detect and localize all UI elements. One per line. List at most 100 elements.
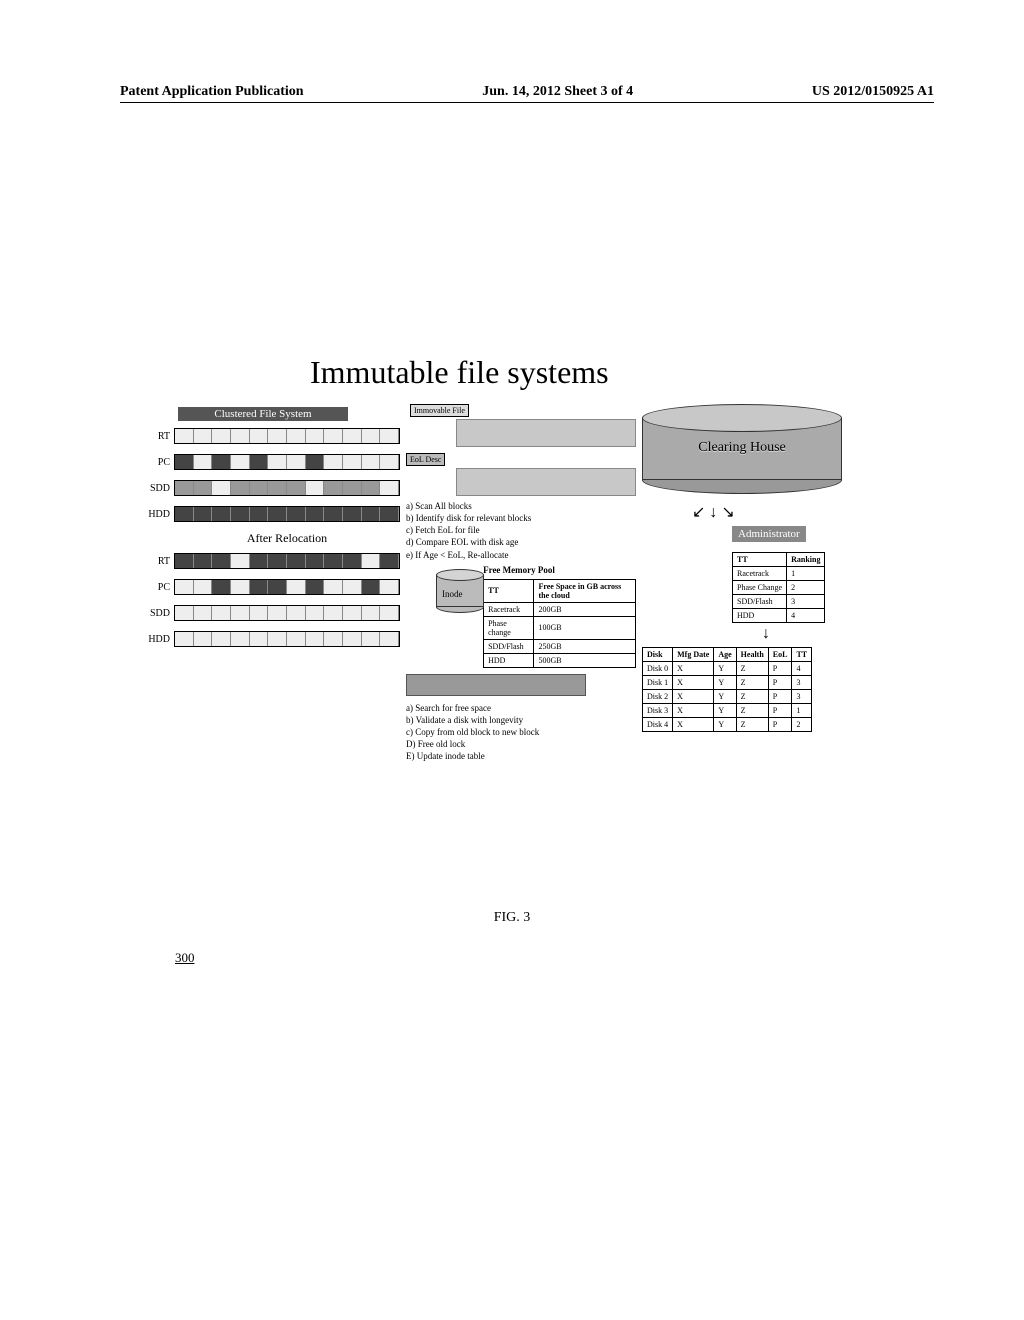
table-cell: 2 (787, 581, 825, 595)
bar-row-label: RT (140, 556, 174, 567)
bar-row-label: PC (140, 457, 174, 468)
clustered-fs-panel: Clustered File System RTPCSDDHDD After R… (140, 404, 400, 654)
greybox-1 (456, 419, 636, 447)
table-cell: 1 (787, 567, 825, 581)
header-center: Jun. 14, 2012 Sheet 3 of 4 (482, 84, 633, 100)
table-cell: Disk 3 (643, 704, 673, 718)
clearing-house-label: Clearing House (642, 440, 842, 456)
table-row: Disk 1XYZP3 (643, 676, 812, 690)
table-row: Racetrack200GB (484, 602, 636, 616)
table-cell: Racetrack (733, 567, 787, 581)
bar-row-label: PC (140, 582, 174, 593)
table-header: Disk (643, 648, 673, 662)
table-cell: Y (714, 704, 736, 718)
bar (174, 553, 400, 569)
table-cell: 100GB (534, 616, 636, 639)
table-row: Disk 2XYZP3 (643, 690, 812, 704)
table-cell: Y (714, 690, 736, 704)
table-cell: 200GB (534, 602, 636, 616)
step-line: b) Identify disk for relevant blocks (406, 512, 636, 524)
table-cell: 3 (792, 690, 812, 704)
table-cell: 2 (792, 718, 812, 732)
table-row: Phase Change2 (733, 581, 825, 595)
page-header: Patent Application Publication Jun. 14, … (120, 84, 934, 103)
figure-number: 300 (175, 950, 195, 966)
bar-row-label: RT (140, 431, 174, 442)
bar-row-label: SDD (140, 608, 174, 619)
step-line: D) Free old lock (406, 738, 636, 750)
table-cell: Z (736, 690, 768, 704)
table-cell: Y (714, 718, 736, 732)
table-cell: Z (736, 662, 768, 676)
bar (174, 428, 400, 444)
greybox-2 (456, 468, 636, 496)
administrator-box: Administrator (732, 526, 806, 542)
table-row: Disk 4XYZP2 (643, 718, 812, 732)
table-cell: 3 (787, 595, 825, 609)
table-cell: HDD (484, 653, 534, 667)
table-cell: Z (736, 718, 768, 732)
figure-title: Immutable file systems (310, 354, 609, 391)
table-cell: X (673, 718, 714, 732)
after-bars: RT PC SDD HDD (140, 550, 400, 650)
bar-row: HDD (140, 628, 400, 650)
table-header: Age (714, 648, 736, 662)
bar-row: RT (140, 425, 400, 447)
bar (174, 480, 400, 496)
step-line: a) Scan All blocks (406, 500, 636, 512)
table-cell: 3 (792, 676, 812, 690)
disk-table: DiskMfg DateAgeHealthEoLTTDisk 0XYZP4Dis… (642, 647, 812, 732)
bar-row-label: HDD (140, 509, 174, 520)
arrow-icon: ↙ ↓ ↘ (692, 502, 944, 522)
bar-row: SDD (140, 602, 400, 624)
steps-list-1: a) Scan All blocksb) Identify disk for r… (406, 500, 636, 561)
table-cell: SDD/Flash (733, 595, 787, 609)
bar (174, 454, 400, 470)
header-right: US 2012/0150925 A1 (812, 84, 934, 100)
table-cell: P (768, 704, 792, 718)
middle-panel: Immovable File EoL Desc a) Scan All bloc… (406, 404, 636, 766)
table-header: EoL (768, 648, 792, 662)
table-cell: X (673, 704, 714, 718)
table-cell: 4 (792, 662, 812, 676)
bar-row-label: HDD (140, 634, 174, 645)
table-cell: 500GB (534, 653, 636, 667)
step-line: b) Validate a disk with longevity (406, 714, 636, 726)
table-row: Phase change100GB (484, 616, 636, 639)
inode-cylinder: Inode (436, 569, 477, 613)
bar (174, 631, 400, 647)
steps-list-2: a) Search for free spaceb) Validate a di… (406, 702, 636, 763)
table-cell: Z (736, 676, 768, 690)
table-header: Ranking (787, 553, 825, 567)
bar (174, 506, 400, 522)
bar (174, 605, 400, 621)
bar-row: HDD (140, 503, 400, 525)
table-cell: X (673, 690, 714, 704)
table-row: Racetrack1 (733, 567, 825, 581)
table-cell: P (768, 690, 792, 704)
table-cell: SDD/Flash (484, 639, 534, 653)
step-line: c) Copy from old block to new block (406, 726, 636, 738)
figure-caption: FIG. 3 (0, 910, 1024, 926)
table-row: HDD500GB (484, 653, 636, 667)
table-header: Free Space in GB across the cloud (534, 579, 636, 602)
header-left: Patent Application Publication (120, 84, 304, 100)
bar-row-label: SDD (140, 483, 174, 494)
table-header: Health (736, 648, 768, 662)
memory-pool-table: TTFree Space in GB across the cloudRacet… (483, 579, 636, 668)
table-header: Mfg Date (673, 648, 714, 662)
health-medium-box (406, 674, 586, 696)
table-cell: Disk 1 (643, 676, 673, 690)
table-cell: X (673, 662, 714, 676)
table-header: TT (792, 648, 812, 662)
inode-label: Inode (442, 589, 463, 599)
table-cell: X (673, 676, 714, 690)
bar-row: RT (140, 550, 400, 572)
table-row: HDD4 (733, 609, 825, 623)
eol-desc-box: EoL Desc (406, 453, 445, 466)
bar (174, 579, 400, 595)
arrow-down-icon: ↓ (762, 625, 944, 643)
table-cell: Disk 2 (643, 690, 673, 704)
ranking-table: TTRankingRacetrack1Phase Change2SDD/Flas… (732, 552, 825, 623)
step-line: e) If Age < EoL, Re-allocate (406, 549, 636, 561)
